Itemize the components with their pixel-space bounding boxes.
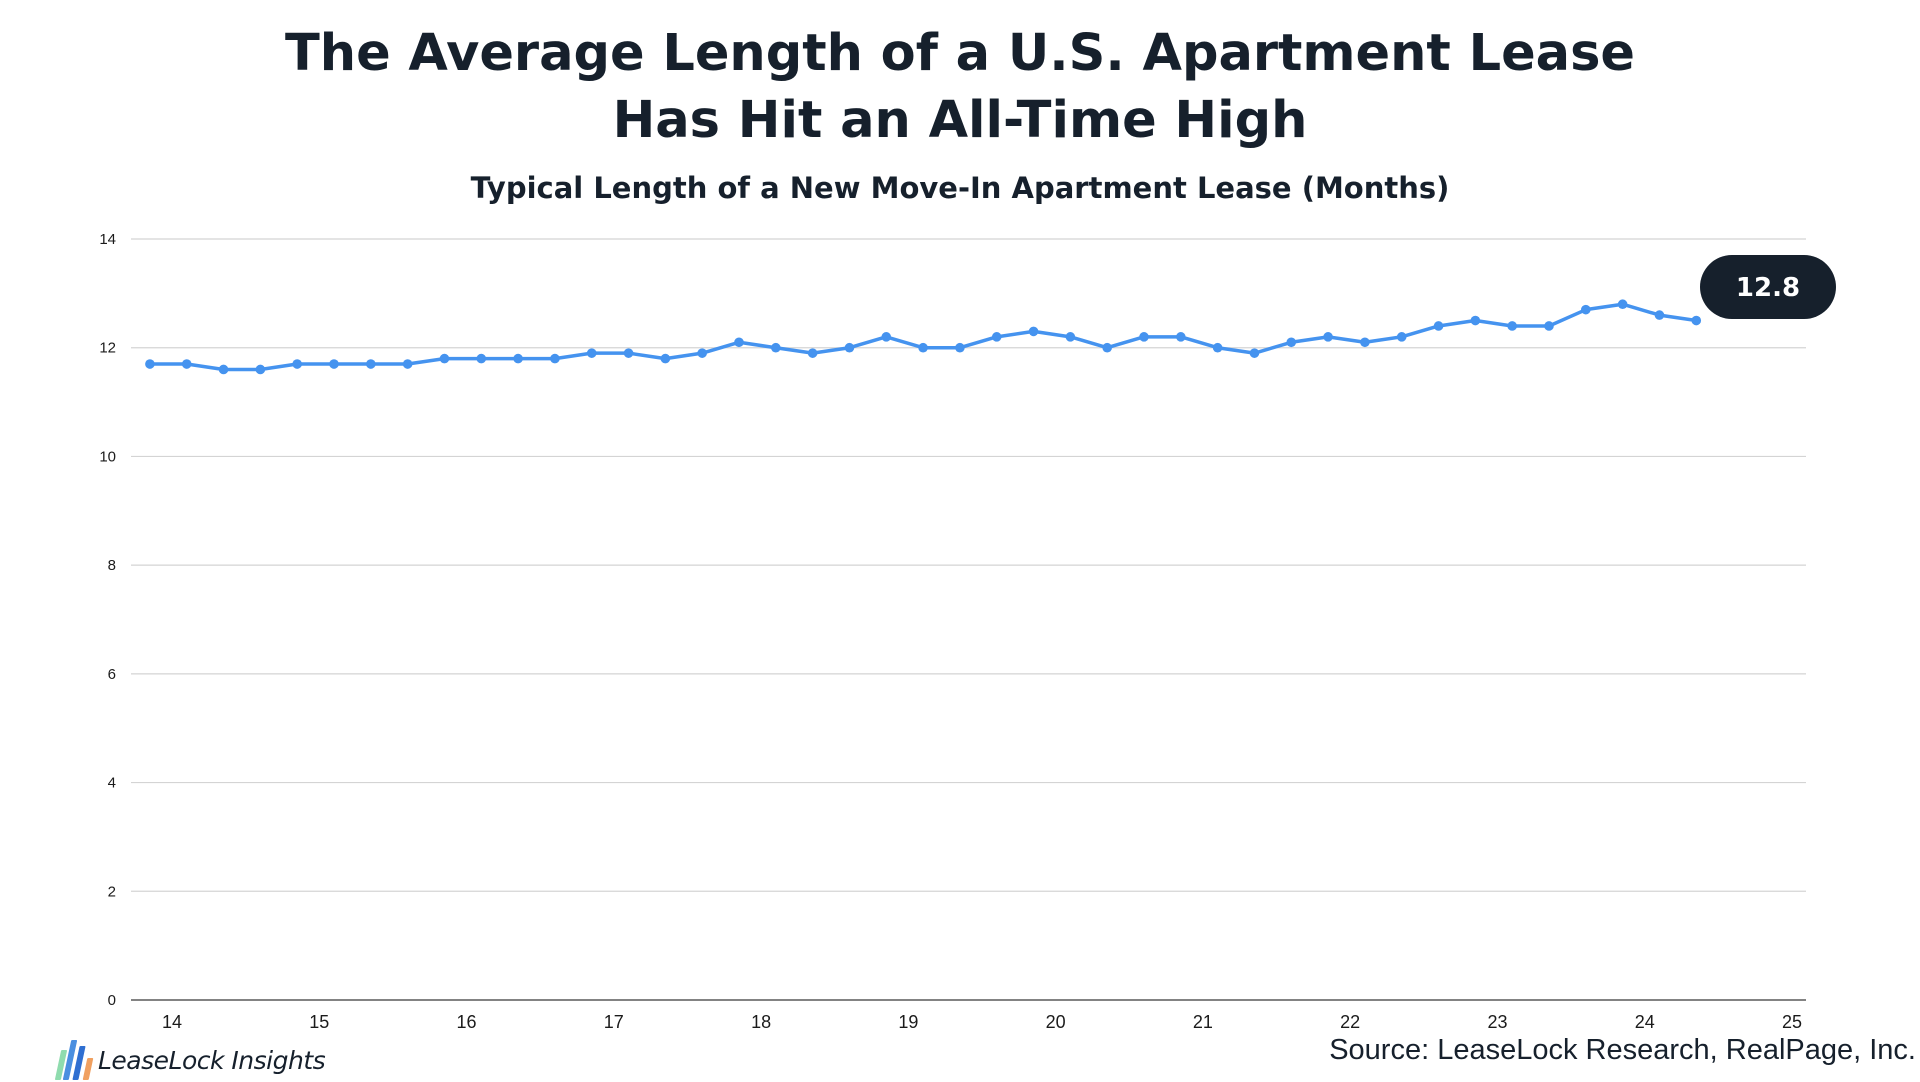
leaselock-logo-icon bbox=[54, 1038, 94, 1082]
leaselock-logo: LeaseLock Insights bbox=[54, 1038, 326, 1082]
data-point-27 bbox=[1139, 332, 1149, 342]
data-point-8 bbox=[439, 353, 450, 364]
x-tick-label-22: 22 bbox=[1340, 1012, 1360, 1032]
data-point-23 bbox=[991, 332, 1002, 342]
data-point-30 bbox=[1249, 348, 1260, 358]
data-point-20 bbox=[881, 332, 892, 342]
data-point-38 bbox=[1544, 321, 1554, 331]
data-point-33 bbox=[1360, 337, 1370, 348]
data-point-1 bbox=[181, 359, 192, 369]
x-tick-label-15: 15 bbox=[309, 1012, 329, 1032]
data-point-16 bbox=[734, 337, 744, 348]
y-tick-label-6: 6 bbox=[108, 666, 116, 683]
x-tick-label-21: 21 bbox=[1193, 1012, 1213, 1032]
x-tick-label-17: 17 bbox=[604, 1012, 624, 1032]
y-tick-label-4: 4 bbox=[108, 775, 116, 792]
data-point-24 bbox=[1028, 326, 1039, 337]
value-callout-label: 12.8 bbox=[1736, 273, 1800, 303]
logo-text: LeaseLock Insights bbox=[98, 1045, 326, 1075]
y-tick-label-8: 8 bbox=[108, 557, 116, 574]
data-point-36 bbox=[1470, 315, 1481, 326]
y-tick-label-2: 2 bbox=[108, 883, 116, 900]
data-point-19 bbox=[844, 342, 855, 353]
source-note: Source: LeaseLock Research, RealPage, In… bbox=[1329, 1034, 1916, 1066]
data-point-39 bbox=[1581, 304, 1591, 315]
data-point-22 bbox=[955, 342, 965, 353]
data-point-7 bbox=[402, 359, 413, 369]
data-point-4 bbox=[292, 359, 302, 369]
x-tick-label-25: 25 bbox=[1782, 1012, 1802, 1032]
x-tick-label-16: 16 bbox=[457, 1012, 477, 1032]
y-tick-label-0: 0 bbox=[108, 992, 116, 1009]
data-point-32 bbox=[1323, 332, 1333, 342]
chart-header: The Average Length of a U.S. Apartment L… bbox=[0, 20, 1920, 206]
data-point-37 bbox=[1507, 321, 1517, 331]
data-point-29 bbox=[1212, 342, 1223, 353]
data-point-28 bbox=[1176, 332, 1186, 342]
x-tick-label-19: 19 bbox=[898, 1012, 918, 1032]
x-tick-label-24: 24 bbox=[1635, 1012, 1655, 1032]
data-point-25 bbox=[1065, 332, 1076, 342]
x-tick-label-14: 14 bbox=[162, 1012, 182, 1032]
chart-title-line-2: Has Hit an All-Time High bbox=[612, 91, 1308, 150]
data-point-42 bbox=[1691, 315, 1702, 326]
data-point-9 bbox=[476, 353, 487, 364]
data-point-26 bbox=[1102, 342, 1112, 353]
data-point-31 bbox=[1286, 337, 1297, 348]
data-point-11 bbox=[550, 353, 560, 364]
logo-bar-4 bbox=[82, 1058, 94, 1080]
data-point-6 bbox=[366, 359, 376, 369]
data-point-17 bbox=[771, 342, 781, 353]
data-point-14 bbox=[660, 353, 671, 364]
data-point-40 bbox=[1617, 299, 1628, 310]
x-tick-label-20: 20 bbox=[1046, 1012, 1066, 1032]
data-point-35 bbox=[1433, 321, 1444, 331]
data-point-2 bbox=[218, 364, 229, 375]
data-point-41 bbox=[1654, 310, 1665, 320]
data-point-15 bbox=[697, 348, 707, 358]
data-point-0 bbox=[145, 359, 155, 369]
data-point-21 bbox=[918, 342, 928, 353]
series-line-0 bbox=[148, 302, 1699, 372]
x-tick-label-18: 18 bbox=[751, 1012, 771, 1032]
data-point-18 bbox=[807, 348, 818, 358]
data-point-5 bbox=[329, 359, 339, 369]
x-tick-label-23: 23 bbox=[1487, 1012, 1507, 1032]
data-point-12 bbox=[586, 348, 597, 358]
chart-subtitle: Typical Length of a New Move-In Apartmen… bbox=[470, 171, 1450, 205]
data-point-10 bbox=[513, 353, 523, 364]
data-point-34 bbox=[1396, 332, 1407, 342]
y-tick-label-14: 14 bbox=[99, 231, 116, 248]
value-callout-badge bbox=[1700, 255, 1836, 319]
data-point-3 bbox=[255, 364, 266, 375]
y-tick-label-10: 10 bbox=[99, 448, 116, 465]
data-point-13 bbox=[623, 348, 634, 358]
y-tick-label-12: 12 bbox=[99, 340, 116, 357]
chart-title-line-1: The Average Length of a U.S. Apartment L… bbox=[284, 24, 1636, 83]
